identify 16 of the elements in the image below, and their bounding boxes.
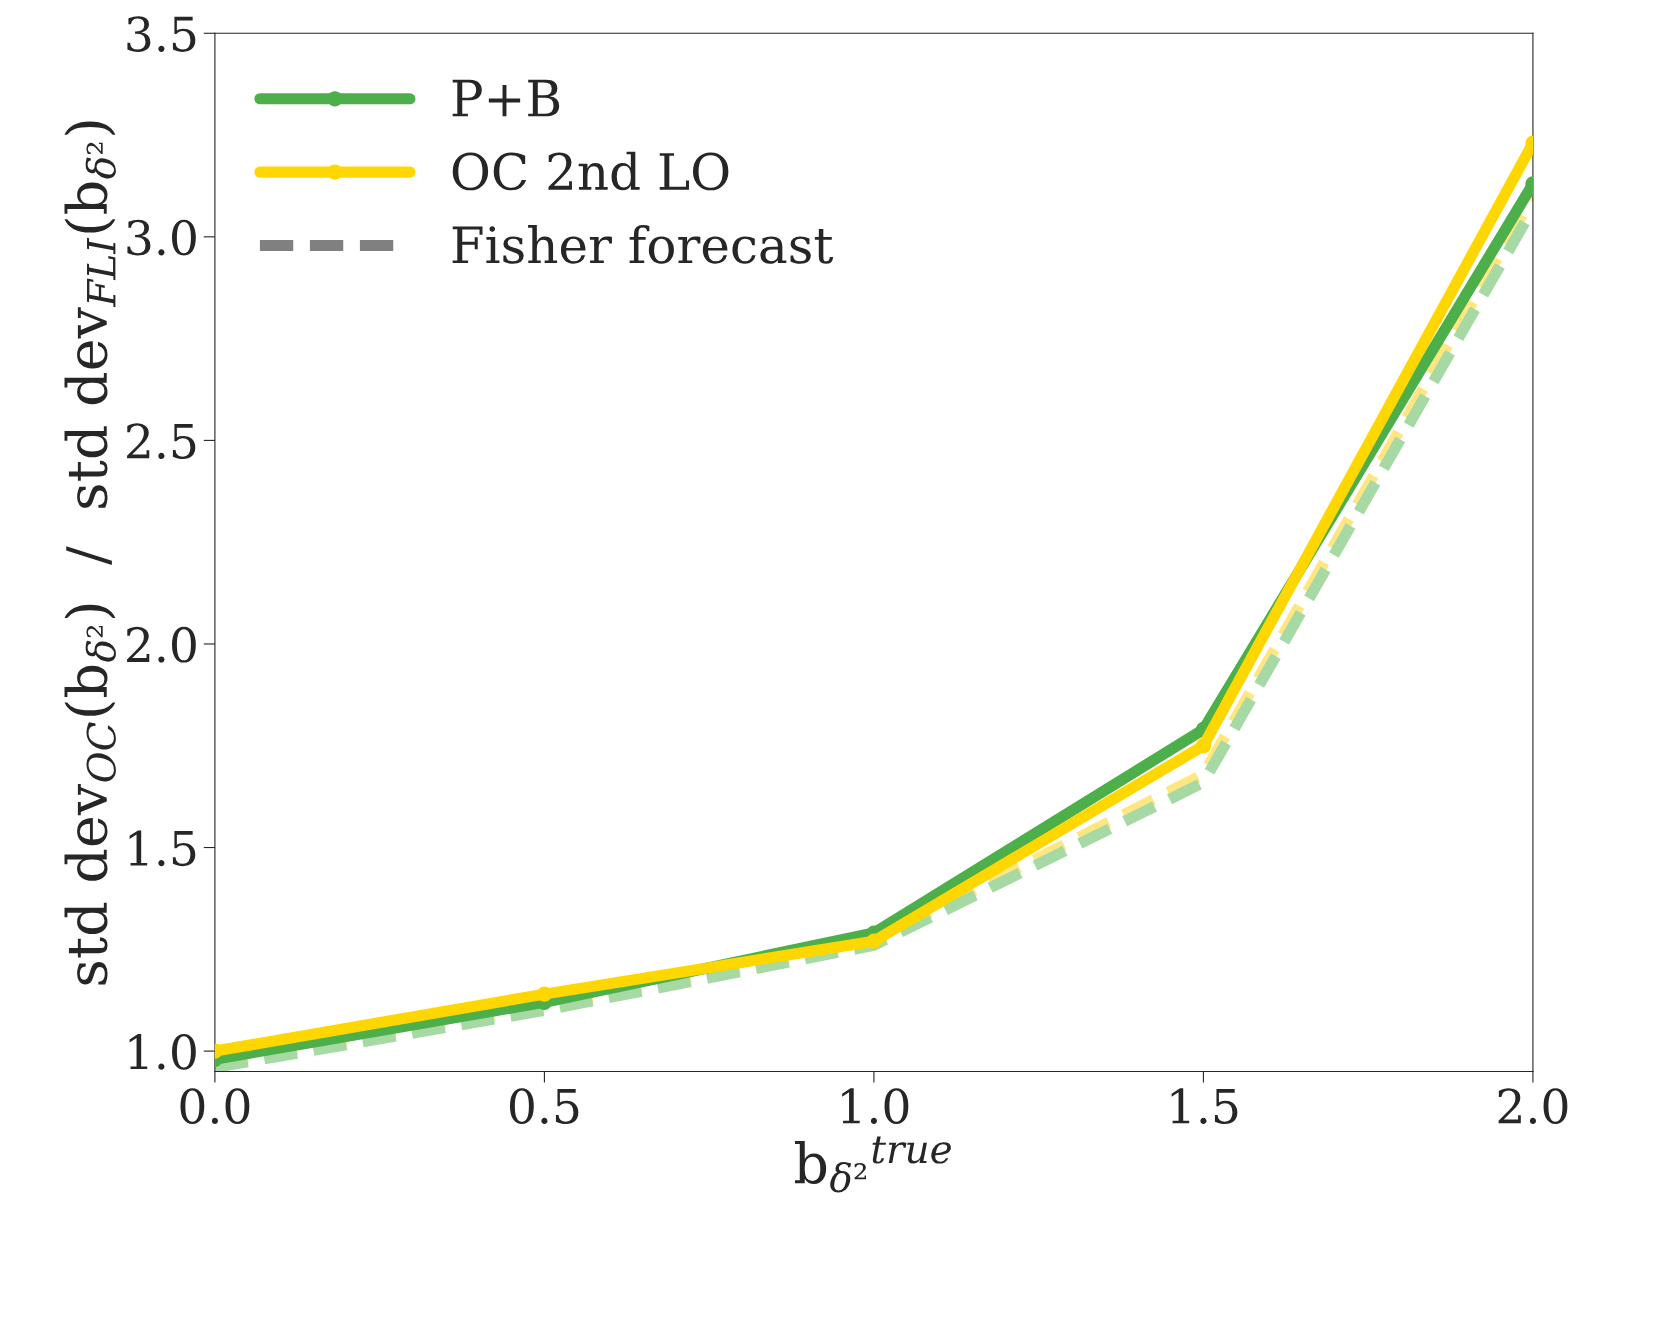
x-tick-label: 0.5 (509, 1088, 579, 1124)
x-axis-title: b$_{δ²}$$^{true}$ (794, 1136, 951, 1193)
y-tick-label: 3.5 (127, 16, 196, 52)
y-tick-label: 2.0 (127, 626, 196, 663)
x-tick-label: 1.5 (1171, 1088, 1238, 1124)
x-tick-label: 2.0 (1498, 1088, 1568, 1124)
x-tick-label: 0.0 (180, 1088, 250, 1124)
y-tick-label: 1.0 (129, 1033, 196, 1070)
legend-label: Fisher forecast (452, 225, 834, 264)
legend-label: P+B (452, 79, 560, 117)
legend-label: OC 2nd LO (452, 151, 729, 191)
x-tick-label: 1.0 (842, 1088, 909, 1124)
text: std dev$_{OC}$(b$_{δ²}$) / std dev$_{FLI}$(b$_{δ²}$) (64, 121, 116, 985)
y-tick-label: 3.0 (127, 219, 196, 256)
y-tick-label: 1.5 (129, 830, 196, 867)
y-tick-label: 2.5 (127, 423, 196, 460)
